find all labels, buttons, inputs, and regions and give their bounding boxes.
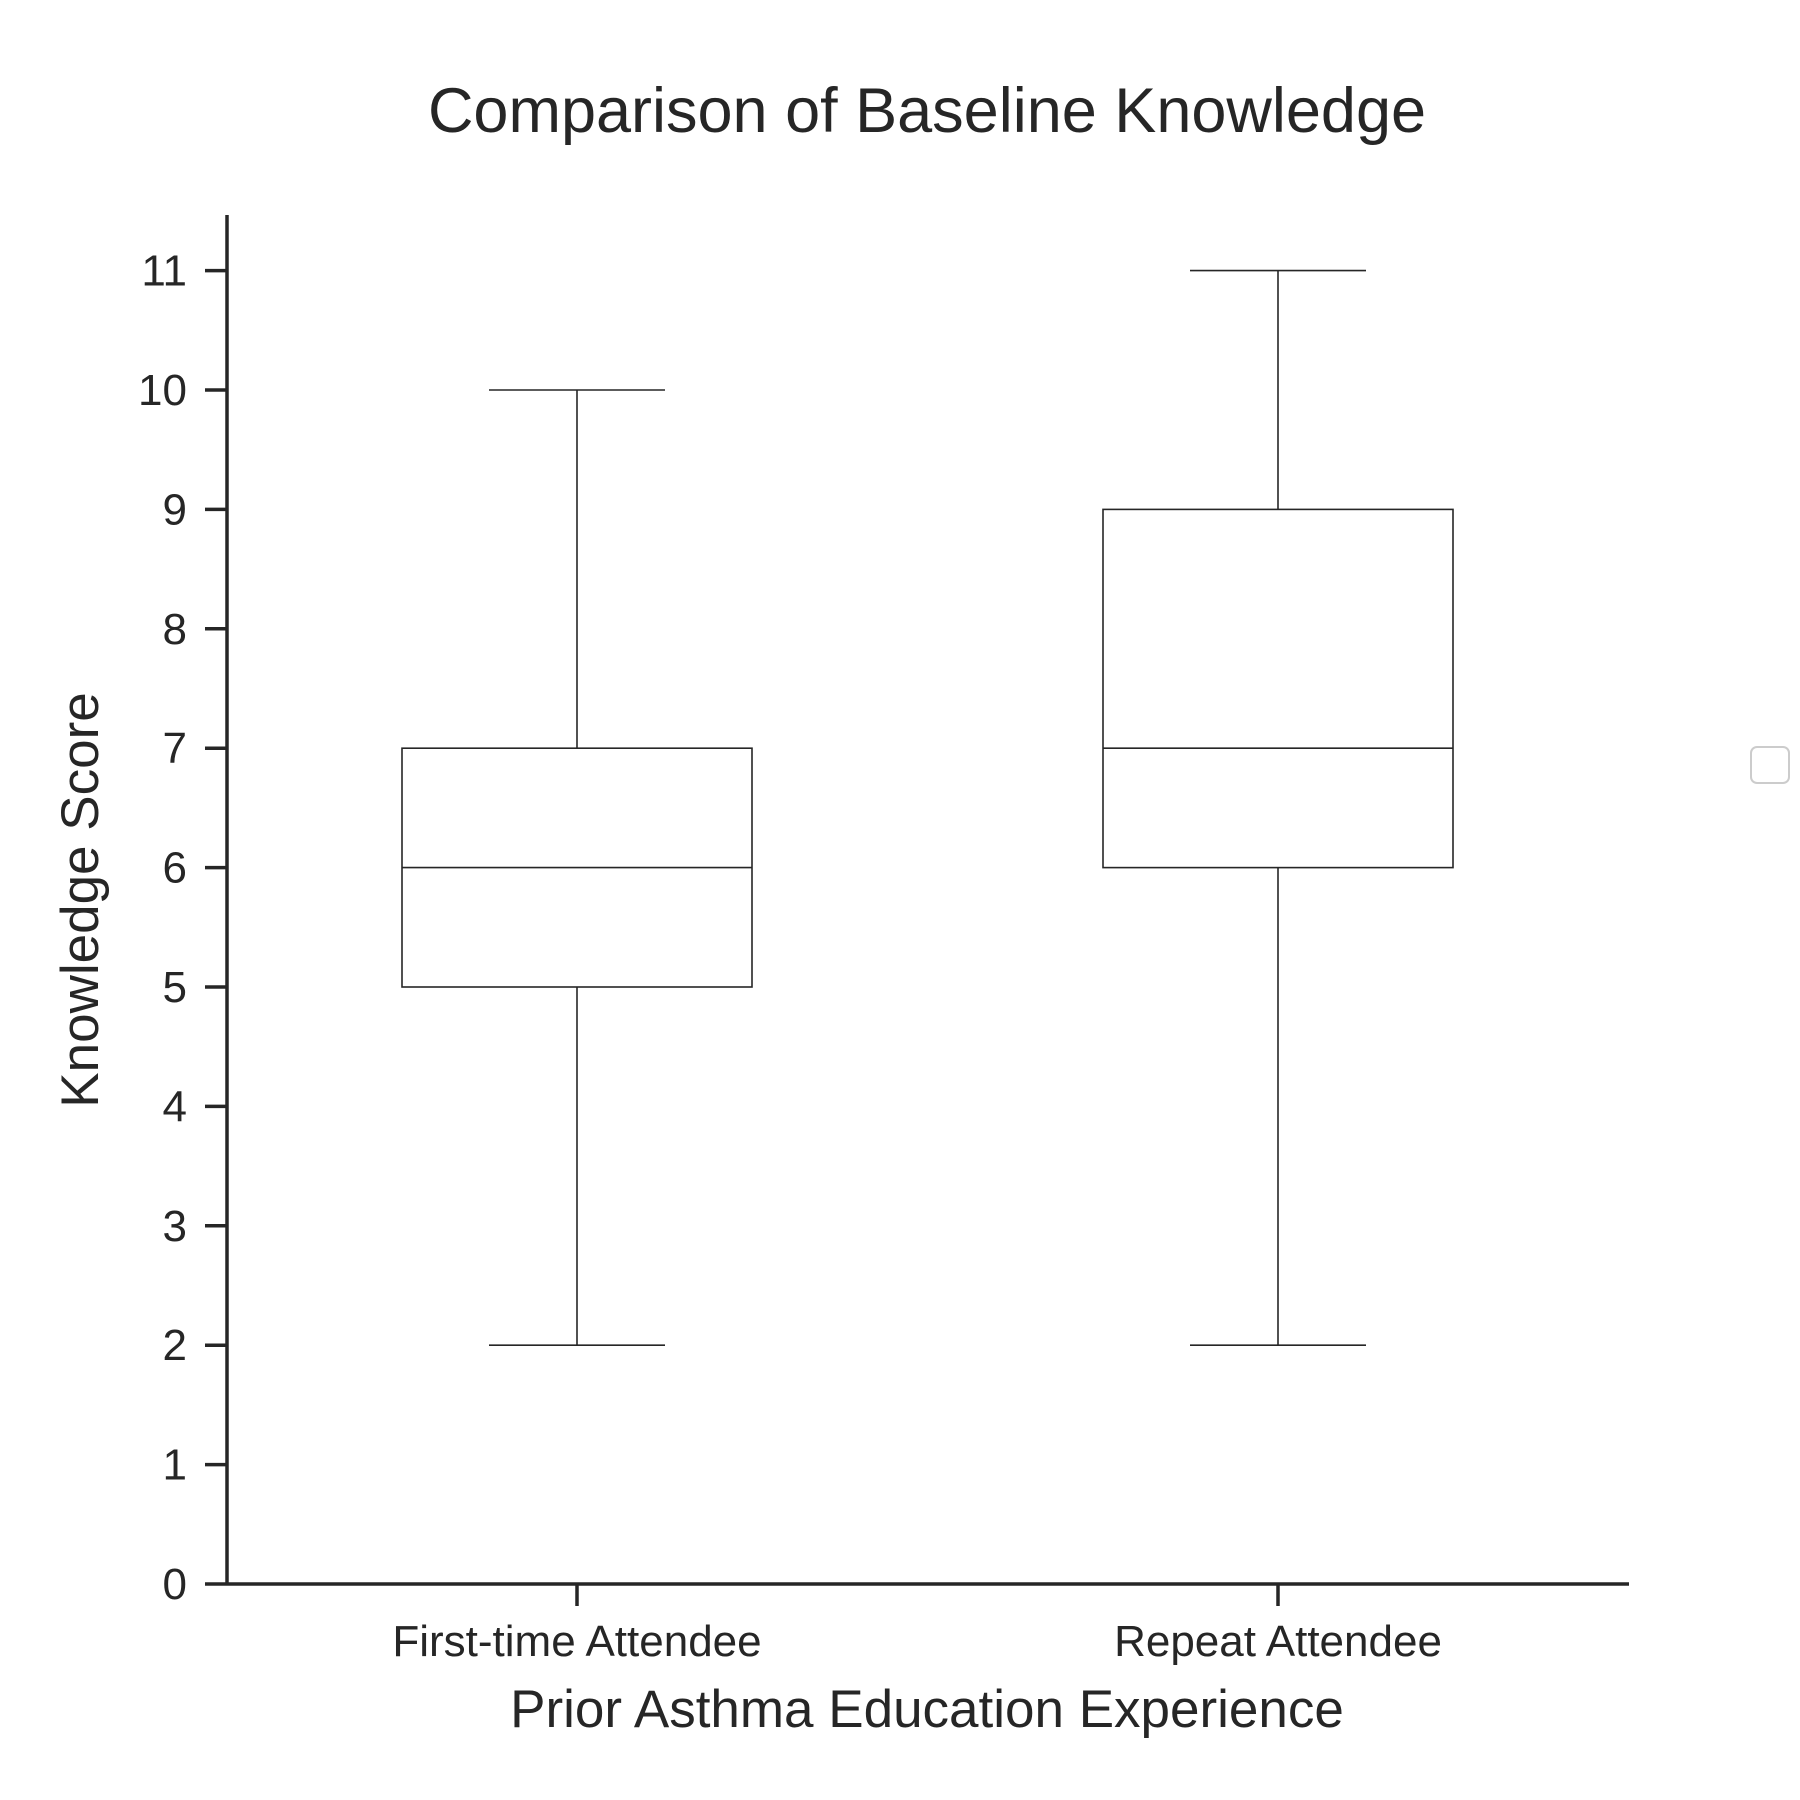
- chart-title: Comparison of Baseline Knowledge: [428, 76, 1426, 146]
- y-tick-label: 2: [163, 1321, 187, 1370]
- y-tick-label: 7: [163, 724, 187, 773]
- y-tick-label: 1: [163, 1441, 187, 1490]
- y-tick-label: 6: [163, 844, 187, 893]
- y-tick-label: 10: [138, 366, 187, 415]
- y-axis-label: Knowledge Score: [51, 692, 110, 1107]
- box-group-first-time: [401, 389, 753, 1346]
- axes: 0 1 2 3 4 5 6 7 8 9 10 11 First-time Attendee Repeat …: [138, 215, 1629, 1666]
- y-tick-label: 11: [141, 247, 187, 296]
- legend-box: [1750, 746, 1790, 784]
- y-tick-label: 4: [163, 1082, 187, 1131]
- y-tick-label: 0: [163, 1560, 187, 1609]
- y-tick-label: 9: [163, 485, 187, 534]
- y-tick-label: 8: [163, 605, 187, 654]
- y-tick-label: 5: [163, 963, 187, 1012]
- iqr-box: [1102, 508, 1454, 869]
- x-tick-label: Repeat Attendee: [1114, 1617, 1442, 1666]
- box-group-repeat: [1102, 269, 1454, 1346]
- x-axis-label: Prior Asthma Education Experience: [510, 1680, 1344, 1739]
- boxes-layer: [401, 269, 1454, 1346]
- y-tick-label: 3: [163, 1202, 187, 1251]
- x-tick-label: First-time Attendee: [392, 1617, 761, 1666]
